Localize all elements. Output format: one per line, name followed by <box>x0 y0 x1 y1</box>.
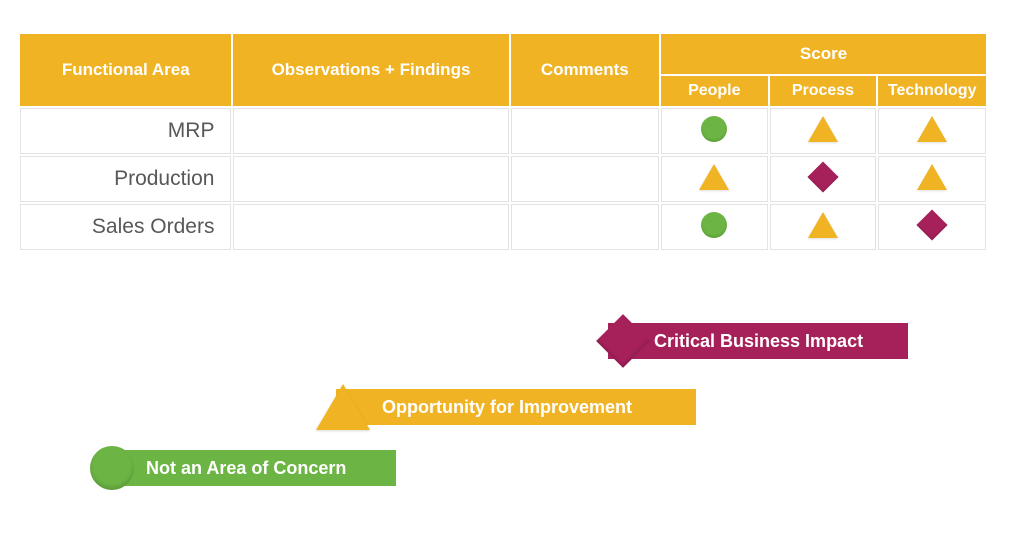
observations-cell <box>233 156 508 202</box>
triangle-icon <box>699 164 729 190</box>
th-process: Process <box>770 76 877 106</box>
score-cell <box>878 108 986 154</box>
observations-cell <box>233 108 508 154</box>
score-table: Functional Area Observations + Findings … <box>18 32 988 252</box>
score-cell <box>878 156 986 202</box>
functional-area-cell: Sales Orders <box>20 204 231 250</box>
circle-icon <box>90 446 134 490</box>
score-cell <box>878 204 986 250</box>
score-cell <box>770 108 877 154</box>
triangle-icon <box>917 116 947 142</box>
th-technology: Technology <box>878 76 986 106</box>
observations-cell <box>233 204 508 250</box>
functional-area-cell: Production <box>20 156 231 202</box>
legend-label: Opportunity for Improvement <box>336 389 696 425</box>
score-cell <box>661 156 767 202</box>
legend-item: Critical Business Impact <box>604 322 908 360</box>
th-observations: Observations + Findings <box>233 34 508 106</box>
legend: Critical Business Impact Opportunity for … <box>18 322 988 522</box>
comments-cell <box>511 204 660 250</box>
functional-area-cell: MRP <box>20 108 231 154</box>
table-row: Sales Orders <box>20 204 986 250</box>
legend-item: Opportunity for Improvement <box>316 384 696 430</box>
score-cell <box>770 156 877 202</box>
triangle-icon <box>808 116 838 142</box>
score-cell <box>770 204 877 250</box>
table-row: Production <box>20 156 986 202</box>
table-row: MRP <box>20 108 986 154</box>
th-people: People <box>661 76 767 106</box>
comments-cell <box>511 108 660 154</box>
th-score: Score <box>661 34 986 74</box>
diamond-icon <box>917 209 948 240</box>
triangle-icon <box>808 212 838 238</box>
score-cell <box>661 108 767 154</box>
legend-item: Not an Area of Concern <box>90 446 396 490</box>
score-cell <box>661 204 767 250</box>
diamond-icon <box>604 322 642 360</box>
triangle-icon <box>917 164 947 190</box>
circle-icon <box>701 212 727 238</box>
th-comments: Comments <box>511 34 660 106</box>
triangle-icon <box>316 384 370 430</box>
legend-label: Not an Area of Concern <box>100 450 396 486</box>
legend-label: Critical Business Impact <box>608 323 908 359</box>
circle-icon <box>701 116 727 142</box>
comments-cell <box>511 156 660 202</box>
diamond-icon <box>807 161 838 192</box>
th-functional-area: Functional Area <box>20 34 231 106</box>
